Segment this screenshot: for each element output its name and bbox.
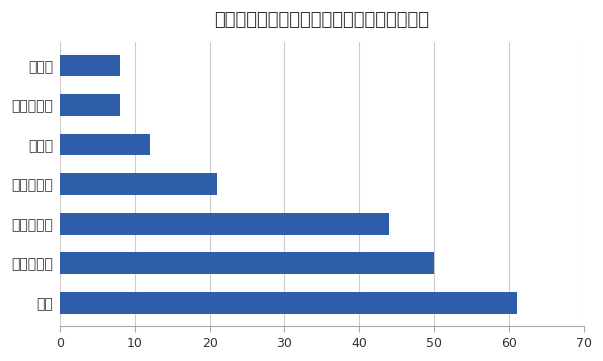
Bar — [60, 94, 120, 116]
Bar — [60, 134, 150, 156]
Bar — [60, 173, 217, 195]
Bar — [60, 55, 120, 77]
Bar — [60, 252, 434, 274]
Title: 今年のクリスマスは誰と過ごす予定ですか？: 今年のクリスマスは誰と過ごす予定ですか？ — [215, 11, 429, 29]
Bar — [60, 213, 390, 235]
Bar — [60, 292, 517, 314]
